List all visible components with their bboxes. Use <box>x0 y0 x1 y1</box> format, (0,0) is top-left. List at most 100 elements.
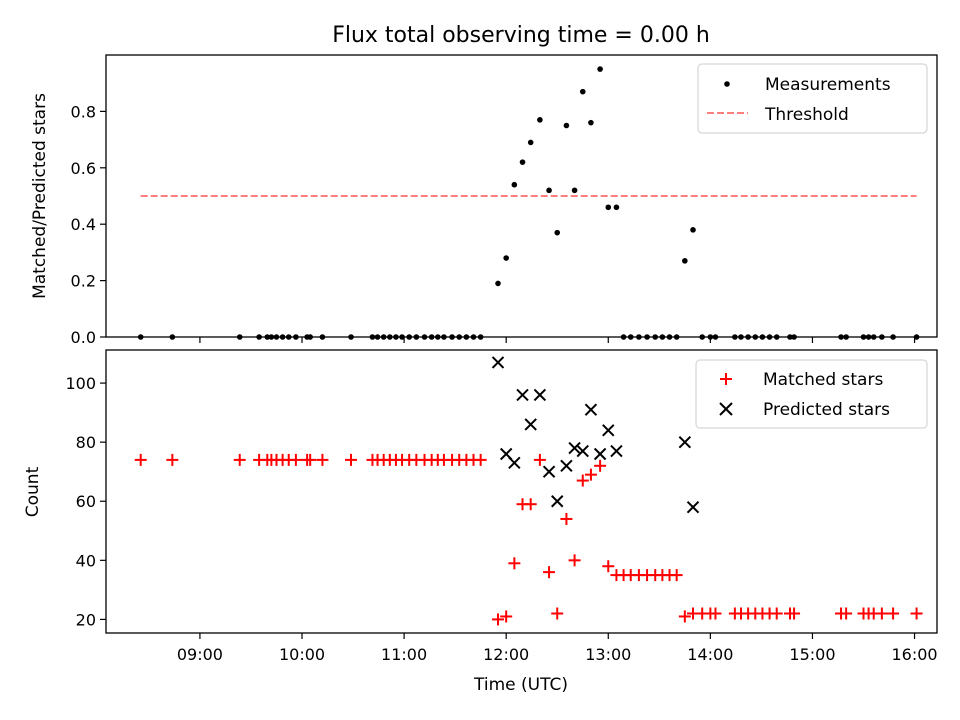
predicted-star-stroke <box>686 500 700 514</box>
top-legend-box <box>697 63 928 134</box>
matched-star-point <box>788 607 801 620</box>
predicted-star-stroke <box>568 441 581 455</box>
measurement-point <box>588 119 594 126</box>
predicted-star-point <box>568 441 581 455</box>
x-tick-label: 12:00 <box>483 645 529 664</box>
matched-star-point <box>233 453 246 466</box>
matched-star-point <box>134 453 147 466</box>
matched-star-point <box>840 607 853 620</box>
matched-star-point <box>543 566 556 579</box>
x-tick-label: 09:00 <box>177 645 223 664</box>
matched-star-point <box>875 607 888 620</box>
predicted-star-stroke <box>593 447 607 461</box>
matched-star-point <box>584 468 597 481</box>
matched-star-point <box>910 607 923 620</box>
measurement-point <box>579 88 586 95</box>
top-y-tick-label: 0.4 <box>71 215 96 234</box>
predicted-star-point <box>584 403 598 416</box>
predicted-star-stroke <box>576 444 589 458</box>
x-axis-label: Time (UTC) <box>473 675 568 695</box>
measurement-point <box>605 204 612 211</box>
bottom-legend-box <box>695 359 928 429</box>
matched-star-point <box>678 610 691 623</box>
matched-star-point <box>345 453 358 466</box>
top-legend: Measurements Threshold <box>697 63 928 134</box>
matched-star-point <box>560 512 573 525</box>
predicted-star-point <box>602 424 615 437</box>
legend-matched-marker <box>720 373 732 385</box>
predicted-star-point <box>491 356 505 369</box>
top-y-axis-label: Matched/Predicted stars <box>30 93 50 299</box>
bottom-plot-frame <box>105 349 938 634</box>
measurement-point <box>519 159 526 165</box>
matched-star-point <box>316 453 329 466</box>
predicted-star-point <box>593 447 607 461</box>
x-tick-label: 13:00 <box>585 645 631 664</box>
top-plot-frame <box>105 54 938 338</box>
matched-star-point <box>492 613 505 626</box>
matched-star-point <box>602 560 615 573</box>
predicted-star-stroke <box>542 465 556 478</box>
predicted-star-stroke <box>533 388 547 402</box>
matched-star-point <box>670 569 683 582</box>
legend-matched-label: Matched stars <box>763 370 883 390</box>
predicted-star-stroke <box>516 388 529 402</box>
bottom-y-tick-label: 80 <box>76 433 96 452</box>
predicted-star-stroke <box>524 418 537 431</box>
matched-star-point <box>500 610 513 623</box>
predicted-star-point <box>516 388 529 402</box>
predicted-star-point <box>576 444 589 458</box>
bottom-panel: 09:00 10:00 11:00 12:00 13:00 14:00 15:00 16:00… <box>23 349 938 695</box>
bottom-y-tick-label: 20 <box>76 610 96 629</box>
matched-star-point <box>887 607 900 620</box>
matched-star-point <box>533 453 546 466</box>
predicted-star-stroke <box>508 456 521 470</box>
matched-star-point <box>770 607 783 620</box>
top-y-tick-label: 0.2 <box>71 272 96 291</box>
measurement-point <box>537 117 543 123</box>
x-tick-label: 15:00 <box>789 645 835 664</box>
bottom-y-tick-label: 60 <box>76 492 96 511</box>
matched-star-point <box>551 607 564 620</box>
measurement-point <box>690 227 696 233</box>
measurement-point <box>571 187 578 194</box>
x-tick-label: 14:00 <box>687 645 733 664</box>
predicted-star-point <box>686 500 700 514</box>
matched-star-point <box>508 557 521 570</box>
measurement-point <box>597 66 603 72</box>
predicted-star-point <box>610 444 623 458</box>
predicted-star-point <box>551 495 564 508</box>
matched-star-point <box>304 453 317 466</box>
predicted-star-stroke <box>584 403 598 416</box>
measurement-point <box>495 280 501 287</box>
predicted-star-point <box>678 435 692 449</box>
matched-star-point <box>474 453 487 466</box>
x-tick-label: 16:00 <box>891 645 937 664</box>
predicted-star-point <box>560 459 573 473</box>
legend-measurements-label: Measurements <box>765 75 891 95</box>
top-y-tick-label: 0.6 <box>71 159 96 178</box>
measurement-point <box>554 229 561 236</box>
top-y-tick-label: 0.8 <box>71 102 96 121</box>
legend-threshold-label: Threshold <box>764 105 849 125</box>
predicted-star-stroke <box>491 356 505 369</box>
matched-star-point <box>166 453 179 466</box>
matched-star-point <box>524 498 537 511</box>
matched-star-point <box>709 607 722 620</box>
legend-predicted-label: Predicted stars <box>763 400 890 420</box>
predicted-star-stroke <box>560 459 573 473</box>
bottom-y-tick-label: 40 <box>76 551 96 570</box>
predicted-star-stroke <box>551 495 564 508</box>
predicted-star-point <box>533 388 547 402</box>
predicted-star-stroke <box>678 435 692 449</box>
x-tick-label: 11:00 <box>381 645 427 664</box>
predicted-star-point <box>524 418 537 431</box>
legend-predicted-marker <box>719 402 733 416</box>
predicted-star-point <box>508 456 521 470</box>
matched-star-point <box>594 459 607 472</box>
legend-measurements-marker <box>724 81 730 87</box>
measurement-point <box>511 181 518 188</box>
predicted-star-stroke <box>499 447 513 461</box>
matched-star-point <box>576 474 589 487</box>
